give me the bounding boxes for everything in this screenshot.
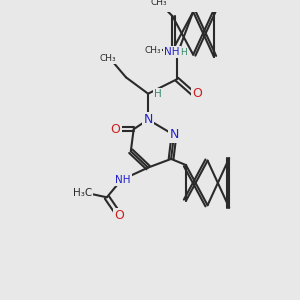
- Text: H: H: [154, 89, 162, 99]
- Text: CH₃: CH₃: [100, 54, 116, 63]
- Text: NH: NH: [164, 47, 180, 57]
- Text: O: O: [110, 123, 120, 136]
- Text: NH: NH: [116, 175, 131, 185]
- Text: N: N: [143, 113, 153, 126]
- Text: H: H: [180, 48, 187, 57]
- Text: O: O: [192, 87, 202, 100]
- Text: CH₃: CH₃: [145, 46, 161, 55]
- Text: CH₃: CH₃: [151, 0, 167, 7]
- Text: N: N: [169, 128, 179, 141]
- Text: O: O: [114, 209, 124, 222]
- Text: H₃C: H₃C: [73, 188, 92, 197]
